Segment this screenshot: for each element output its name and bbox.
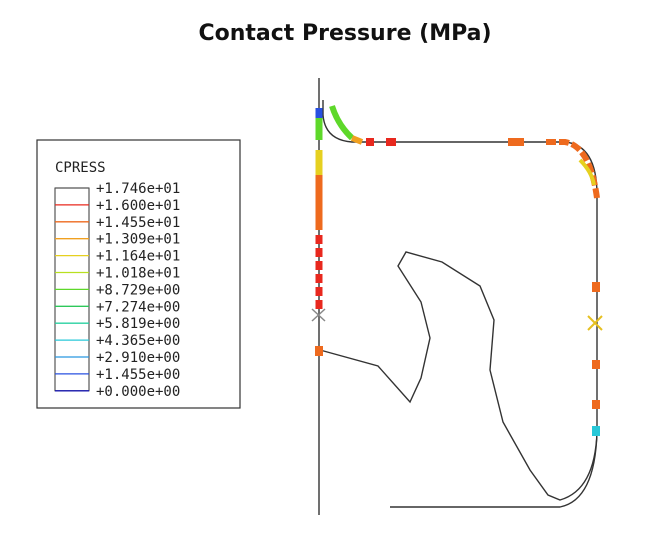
legend-level-label: +4.365e+00	[96, 333, 180, 349]
legend-level-label: +1.455e+00	[96, 367, 180, 383]
marker	[578, 158, 596, 186]
marker	[508, 138, 524, 146]
base-outline	[390, 431, 598, 508]
marker	[366, 138, 374, 146]
legend-level-label: +1.600e+01	[96, 198, 180, 214]
title: Contact Pressure (MPa)	[198, 21, 491, 46]
marker	[546, 139, 600, 199]
contact-markers	[311, 105, 603, 436]
legend-level-label: +1.164e+01	[96, 249, 180, 265]
legend-level-label: +5.819e+00	[96, 316, 180, 332]
legend-items: +1.746e+01+1.600e+01+1.455e+01+1.309e+01…	[54, 181, 180, 400]
legend-box	[36, 139, 241, 409]
marker	[329, 105, 355, 141]
legend-level-label: +2.910e+00	[96, 350, 180, 366]
marker	[386, 138, 396, 146]
legend-level-label: +0.000e+00	[96, 384, 180, 400]
legend-level-label: +1.455e+01	[96, 215, 180, 231]
marker	[592, 426, 600, 436]
legend-level-label: +8.729e+00	[96, 282, 180, 298]
legend-level-label: +1.746e+01	[96, 181, 180, 197]
node-marker	[311, 308, 326, 322]
legend-level-label: +1.018e+01	[96, 266, 180, 282]
marker	[592, 360, 600, 369]
legend-level-label: +1.309e+01	[96, 232, 180, 248]
marker	[592, 282, 600, 292]
node-marker	[587, 315, 603, 331]
marker	[315, 346, 323, 356]
part-outline	[319, 100, 598, 501]
legend-title: CPRESS	[55, 160, 106, 176]
legend-level-label: +7.274e+00	[96, 299, 180, 315]
marker	[592, 400, 600, 409]
marker	[350, 135, 364, 145]
